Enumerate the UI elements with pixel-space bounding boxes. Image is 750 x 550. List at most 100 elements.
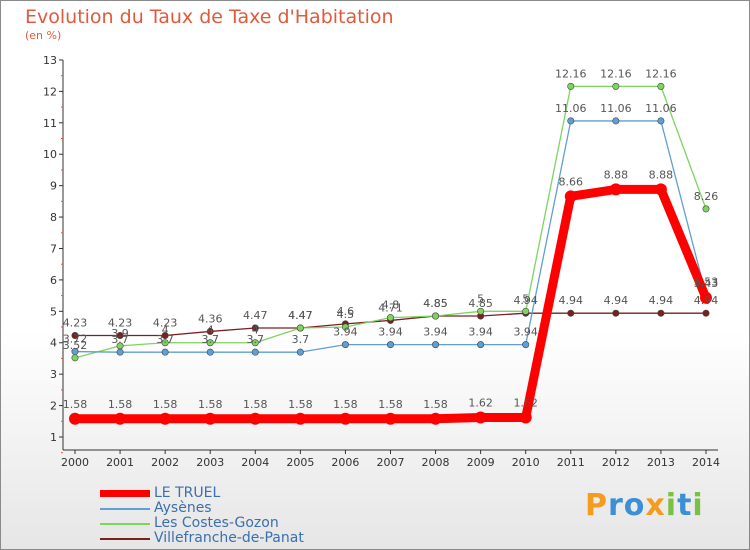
data-label: 1.58 xyxy=(378,398,403,411)
data-label: 1.58 xyxy=(243,398,268,411)
data-label: 4 xyxy=(162,324,169,337)
data-label: 8.26 xyxy=(694,190,719,203)
y-tick-label: 13 xyxy=(43,54,57,67)
data-label: 3.9 xyxy=(111,327,129,340)
data-point xyxy=(474,411,487,424)
data-point xyxy=(702,205,710,213)
data-point xyxy=(204,412,217,425)
data-point xyxy=(386,341,394,349)
chart-title: Evolution du Taux de Taxe d'Habitation xyxy=(25,6,394,28)
data-label: 4.94 xyxy=(604,294,629,307)
data-point xyxy=(341,323,349,331)
data-label: 1.58 xyxy=(63,398,88,411)
logo-letter: o xyxy=(623,488,646,523)
data-point xyxy=(657,82,665,90)
x-tick-label: 2000 xyxy=(61,456,89,469)
data-label: 4.94 xyxy=(694,294,719,307)
data-point xyxy=(206,339,214,347)
data-label: 4.85 xyxy=(423,297,448,310)
data-point xyxy=(206,327,214,335)
data-label: 11.06 xyxy=(555,102,587,115)
data-label: 4.23 xyxy=(108,317,133,330)
data-point xyxy=(699,291,712,304)
y-tick-label: 4 xyxy=(50,337,57,350)
data-point xyxy=(251,348,259,356)
y-tick-label: 1 xyxy=(50,431,57,444)
x-tick-label: 2003 xyxy=(196,456,224,469)
data-label: 4 xyxy=(207,324,214,337)
x-tick-label: 2006 xyxy=(331,456,359,469)
data-point xyxy=(612,82,620,90)
data-label: 8.66 xyxy=(559,175,584,188)
data-point xyxy=(567,82,575,90)
legend-swatch xyxy=(100,538,150,540)
data-label: 4.85 xyxy=(423,297,448,310)
data-label: 4.94 xyxy=(559,294,584,307)
data-label: 1.58 xyxy=(198,398,223,411)
data-label: 4.94 xyxy=(513,294,538,307)
y-tick-label: 8 xyxy=(50,211,57,224)
legend-label: Villefranche-de-Panat xyxy=(154,530,304,546)
data-label: 4.47 xyxy=(243,309,268,322)
data-label: 1.58 xyxy=(153,398,178,411)
data-label: 5 xyxy=(522,292,529,305)
data-label: 12.16 xyxy=(555,67,587,80)
data-label: 4.6 xyxy=(337,305,355,318)
legend-label: Aysènes xyxy=(154,500,212,516)
legend-swatch xyxy=(100,490,150,497)
data-point xyxy=(519,411,532,424)
data-point xyxy=(564,190,577,203)
data-point xyxy=(657,309,665,317)
data-point xyxy=(657,117,665,125)
data-label: 4.71 xyxy=(378,301,403,314)
y-tick-label: 6 xyxy=(50,274,57,287)
data-point xyxy=(609,183,622,196)
data-point xyxy=(116,348,124,356)
y-tick-label: 12 xyxy=(43,85,57,98)
data-label: 1.58 xyxy=(108,398,133,411)
data-label: 3.7 xyxy=(111,333,129,346)
data-point xyxy=(159,412,172,425)
data-label: 5.43 xyxy=(694,277,719,290)
data-label: 3.7 xyxy=(247,333,265,346)
data-point xyxy=(161,348,169,356)
x-tick-label: 2005 xyxy=(286,456,314,469)
logo-letter: i xyxy=(665,488,678,523)
data-point xyxy=(116,332,124,340)
data-label: 3.94 xyxy=(513,326,538,339)
data-label: 3.7 xyxy=(292,333,310,346)
data-point xyxy=(251,324,259,332)
x-tick-label: 2009 xyxy=(467,456,495,469)
data-label: 4.23 xyxy=(153,317,178,330)
y-tick-label: 11 xyxy=(43,117,57,130)
data-label: 8.88 xyxy=(649,168,674,181)
data-label: 3.7 xyxy=(201,333,219,346)
data-point xyxy=(386,314,394,322)
data-label: 11.06 xyxy=(645,102,677,115)
data-point xyxy=(432,312,440,320)
chart-subtitle: (en %) xyxy=(25,29,62,42)
data-label: 4.8 xyxy=(382,299,400,312)
data-point xyxy=(384,412,397,425)
data-label: 5.53 xyxy=(694,276,719,289)
data-label: 1.58 xyxy=(423,398,448,411)
logo-letter: x xyxy=(645,488,666,523)
data-label: 3.7 xyxy=(156,333,174,346)
data-point xyxy=(249,412,262,425)
x-tick-label: 2007 xyxy=(376,456,404,469)
data-point xyxy=(429,412,442,425)
data-point xyxy=(477,341,485,349)
data-point xyxy=(567,309,575,317)
data-label: 11.06 xyxy=(600,102,632,115)
data-label: 1.58 xyxy=(333,398,358,411)
data-label: 4.85 xyxy=(468,297,493,310)
data-point xyxy=(702,309,710,317)
data-point xyxy=(432,341,440,349)
logo-letter: P xyxy=(585,488,608,523)
legend-label: LE TRUEL xyxy=(154,485,221,501)
data-point xyxy=(339,412,352,425)
legend-swatch xyxy=(100,508,150,510)
logo-letter: i xyxy=(692,488,704,523)
data-point xyxy=(71,332,79,340)
